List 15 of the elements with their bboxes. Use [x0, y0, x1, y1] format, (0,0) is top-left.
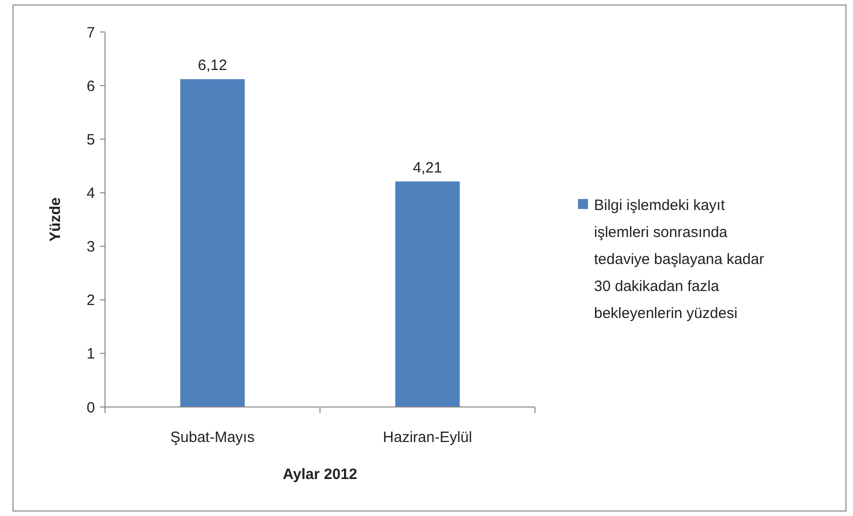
legend-label: Bilgi işlemdeki kayıt işlemleri sonrasında tedaviye başlayana kadar 30 dakikadan fazla bekleyenlerin yüzdesi — [594, 197, 764, 322]
y-axis-title: Yüzde — [47, 197, 64, 242]
x-tick-label: Haziran-Eylül — [382, 429, 472, 446]
data-label: 4,21 — [412, 159, 442, 176]
y-tick-label: 7 — [86, 24, 95, 42]
y-tick-label: 1 — [86, 346, 95, 363]
data-label: 6,12 — [198, 57, 228, 74]
x-tick-label: Şubat-Mayıs — [170, 429, 255, 446]
y-tick-label: 3 — [86, 238, 95, 256]
y-tick-label: 5 — [86, 131, 95, 148]
y-tick-label: 4 — [86, 184, 95, 202]
y-tick-label: 2 — [86, 292, 95, 310]
y-tick-label: 0 — [86, 399, 95, 416]
x-axis-title: Aylar 2012 — [282, 466, 358, 483]
y-tick-label: 6 — [86, 78, 95, 95]
